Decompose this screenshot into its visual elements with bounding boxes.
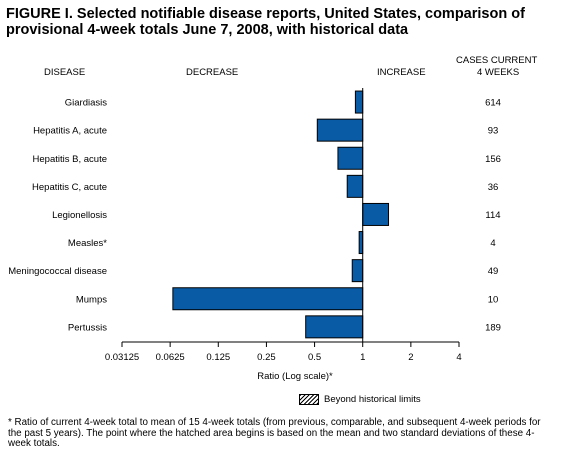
cases-value: 156: [485, 154, 501, 165]
x-tick-label: 0.0625: [156, 352, 185, 363]
cases-value: 36: [488, 182, 499, 193]
increase-header: INCREASE: [377, 67, 426, 78]
disease-label: Hepatitis C, acute: [32, 182, 107, 193]
bar: [351, 259, 364, 283]
cases-value: 49: [488, 266, 499, 277]
x-axis-label: Ratio (Log scale)*: [257, 371, 333, 382]
cases-value: 93: [488, 126, 499, 137]
cases-value: 614: [485, 98, 501, 109]
disease-label: Hepatitis A, acute: [33, 126, 107, 137]
x-tick-label: 0.5: [308, 352, 321, 363]
x-tick-label: 0.25: [257, 352, 276, 363]
disease-label: Hepatitis B, acute: [33, 154, 107, 165]
x-tick-label: 0.125: [206, 352, 230, 363]
bar: [358, 231, 364, 255]
x-tick-label: 0.03125: [105, 352, 139, 363]
bar: [346, 174, 364, 198]
bar: [362, 202, 390, 226]
x-tick-label: 1: [360, 352, 365, 363]
bar: [316, 118, 364, 142]
bar: [172, 287, 364, 311]
x-tick-label: 4: [456, 352, 461, 363]
disease-label: Measles*: [68, 238, 107, 249]
bar: [337, 146, 364, 170]
bar: [305, 315, 364, 339]
disease-label: Pertussis: [68, 322, 107, 333]
disease-label: Mumps: [76, 294, 107, 305]
cases-value: 4: [490, 238, 495, 249]
x-tick-label: 2: [408, 352, 413, 363]
disease-column-header: DISEASE: [44, 67, 86, 78]
disease-label: Meningococcal disease: [8, 266, 107, 277]
cases-value: 114: [485, 210, 500, 221]
figure-title: FIGURE I. Selected notifiable disease re…: [6, 6, 525, 38]
cases-value: 189: [485, 322, 501, 333]
cases-header-line1: CASES CURRENT: [456, 55, 538, 66]
cases-header-line2: 4 WEEKS: [477, 67, 520, 78]
decrease-header: DECREASE: [186, 67, 239, 78]
disease-label: Legionellosis: [52, 210, 107, 221]
disease-label: Giardiasis: [65, 98, 107, 109]
bar: [354, 90, 364, 114]
hatched-swatch-icon: [299, 394, 319, 405]
legend: Beyond historical limits: [299, 394, 421, 405]
cases-value: 10: [488, 294, 499, 305]
legend-label: Beyond historical limits: [324, 394, 421, 405]
footnote: * Ratio of current 4-week total to mean …: [8, 417, 541, 449]
